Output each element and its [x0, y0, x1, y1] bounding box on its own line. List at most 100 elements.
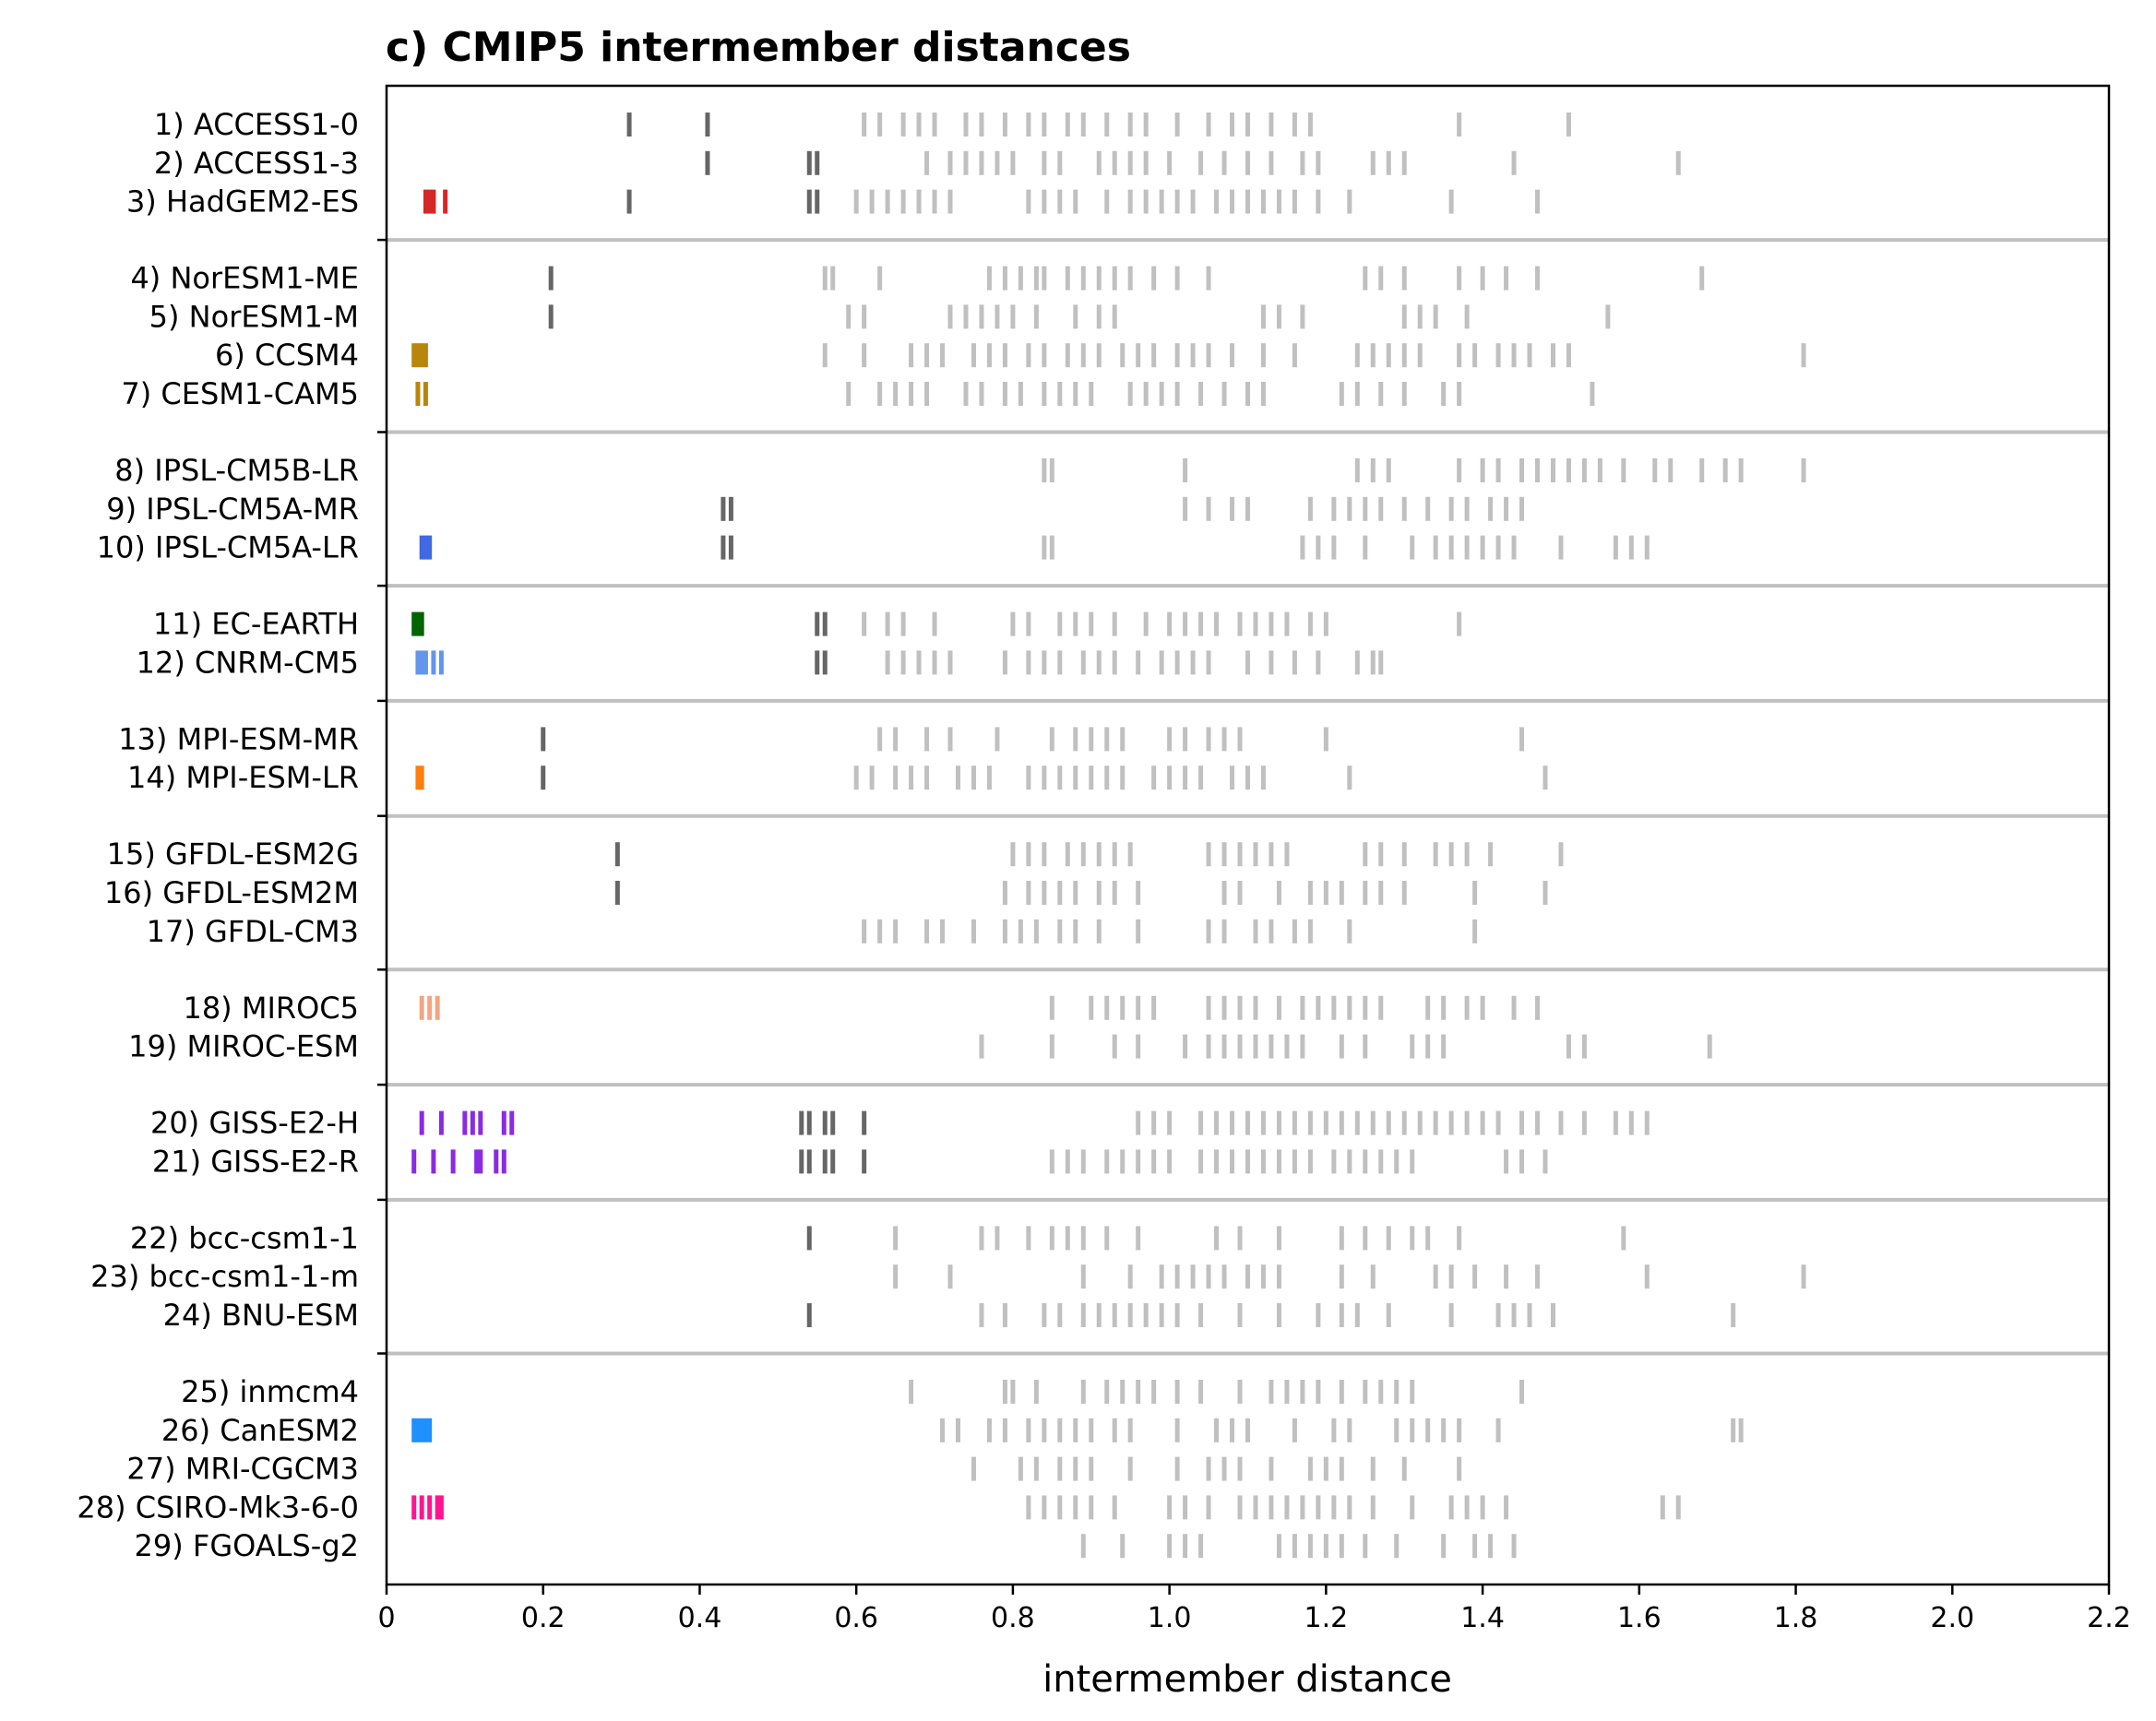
distance-mark-other — [1276, 881, 1281, 905]
distance-mark-other — [1010, 611, 1016, 636]
distance-mark-other — [909, 343, 914, 368]
distance-mark-other — [1801, 458, 1806, 482]
distance-mark-other — [1300, 1380, 1305, 1404]
distance-mark-other — [1143, 611, 1149, 636]
distance-mark-related — [822, 611, 828, 636]
distance-mark-other — [995, 727, 1000, 752]
distance-mark-other — [1269, 113, 1274, 136]
distance-mark-other — [1363, 995, 1368, 1020]
model-row: 22) bcc-csm1-1 — [130, 1220, 1626, 1255]
distance-mark-other — [1127, 113, 1133, 136]
distance-mark-other — [1300, 304, 1305, 329]
distance-mark-other — [1143, 1303, 1149, 1327]
distance-mark-other — [1136, 1226, 1141, 1251]
distance-mark-other — [1026, 881, 1031, 905]
distance-mark-other — [1292, 1534, 1297, 1559]
distance-mark-other — [1519, 1149, 1525, 1174]
distance-mark-other — [1136, 995, 1141, 1020]
distance-mark-related — [806, 189, 812, 214]
distance-mark-other — [1401, 150, 1407, 175]
distance-mark-other — [1245, 496, 1250, 521]
distance-mark-other — [1080, 1226, 1086, 1251]
distance-mark-other — [1089, 611, 1094, 636]
distance-mark-other — [1581, 1110, 1587, 1135]
model-row: 8) IPSL-CM5B-LR — [114, 453, 1806, 488]
distance-mark-other — [979, 1226, 984, 1251]
x-tick-label: 1.4 — [1460, 1602, 1505, 1634]
distance-mark-other — [1370, 1110, 1376, 1135]
distance-mark-self — [419, 343, 424, 368]
model-row: 12) CNRM-CM5 — [137, 645, 1384, 680]
x-tick-label: 2.0 — [1930, 1602, 1974, 1634]
distance-mark-other — [1504, 1264, 1509, 1289]
distance-mark-other — [1331, 535, 1337, 560]
model-row: 3) HadGEM2-ES — [126, 184, 1540, 220]
distance-mark-other — [1269, 1456, 1274, 1481]
model-label: 1) ACCESS1-0 — [154, 107, 359, 142]
distance-mark-other — [1167, 1495, 1173, 1520]
distance-mark-other — [1206, 650, 1211, 675]
distance-mark-self — [450, 1149, 456, 1174]
distance-mark-other — [1738, 1418, 1744, 1442]
distance-mark-related — [728, 496, 733, 521]
distance-mark-other — [1237, 1034, 1243, 1059]
distance-mark-other — [1120, 995, 1126, 1020]
model-label: 9) IPSL-CM5A-MR — [106, 492, 359, 527]
distance-mark-other — [1136, 1380, 1141, 1404]
distance-mark-other — [1488, 496, 1494, 521]
distance-mark-other — [1221, 919, 1227, 944]
distance-mark-other — [1183, 1034, 1188, 1059]
distance-mark-other — [1581, 1034, 1587, 1059]
distance-mark-self — [415, 766, 421, 790]
distance-mark-other — [1457, 458, 1462, 482]
distance-mark-other — [1237, 881, 1243, 905]
distance-mark-other — [1433, 304, 1438, 329]
distance-mark-other — [947, 304, 953, 329]
distance-mark-other — [1339, 1380, 1344, 1404]
distance-mark-other — [1613, 1110, 1618, 1135]
distance-mark-other — [1457, 113, 1462, 136]
distance-mark-other — [1260, 189, 1266, 214]
model-label: 19) MIROC-ESM — [128, 1029, 359, 1064]
model-row: 28) CSIRO-Mk3-6-0 — [77, 1490, 1681, 1525]
distance-mark-other — [1425, 995, 1431, 1020]
distance-mark-other — [1378, 842, 1384, 867]
distance-mark-other — [947, 650, 953, 675]
distance-mark-self — [415, 611, 421, 636]
distance-mark-other — [1183, 727, 1188, 752]
distance-mark-other — [1237, 842, 1243, 867]
distance-mark-other — [1159, 189, 1164, 214]
distance-mark-other — [1026, 650, 1031, 675]
distance-mark-other — [1269, 150, 1274, 175]
distance-mark-other — [1386, 1303, 1391, 1327]
distance-mark-other — [1801, 1264, 1806, 1289]
distance-mark-other — [1675, 1495, 1681, 1520]
model-row: 5) NorESM1-M — [149, 299, 1611, 334]
distance-mark-other — [1410, 1418, 1415, 1442]
distance-mark-other — [1738, 458, 1744, 482]
distance-mark-other — [1511, 1303, 1517, 1327]
distance-mark-other — [1292, 113, 1297, 136]
distance-mark-other — [1457, 1418, 1462, 1442]
distance-mark-other — [1042, 1418, 1047, 1442]
model-label: 16) GFDL-ESM2M — [104, 875, 359, 910]
distance-mark-other — [1722, 458, 1728, 482]
distance-mark-other — [1073, 766, 1078, 790]
distance-mark-other — [1136, 1149, 1141, 1174]
distance-mark-other — [1284, 611, 1290, 636]
distance-mark-other — [1089, 727, 1094, 752]
distance-mark-other — [877, 113, 883, 136]
distance-mark-other — [1519, 1380, 1525, 1404]
distance-mark-other — [1237, 727, 1243, 752]
distance-mark-other — [1488, 842, 1494, 867]
distance-mark-other — [1597, 458, 1602, 482]
model-label: 23) bcc-csm1-1-m — [90, 1259, 359, 1294]
distance-mark-other — [1127, 189, 1133, 214]
distance-mark-other — [1127, 266, 1133, 291]
distance-mark-other — [1386, 1226, 1391, 1251]
distance-mark-other — [900, 650, 906, 675]
model-row: 4) NorESM1-ME — [130, 261, 1705, 296]
distance-mark-other — [1605, 304, 1611, 329]
distance-mark-other — [900, 189, 906, 214]
distance-mark-other — [1370, 150, 1376, 175]
